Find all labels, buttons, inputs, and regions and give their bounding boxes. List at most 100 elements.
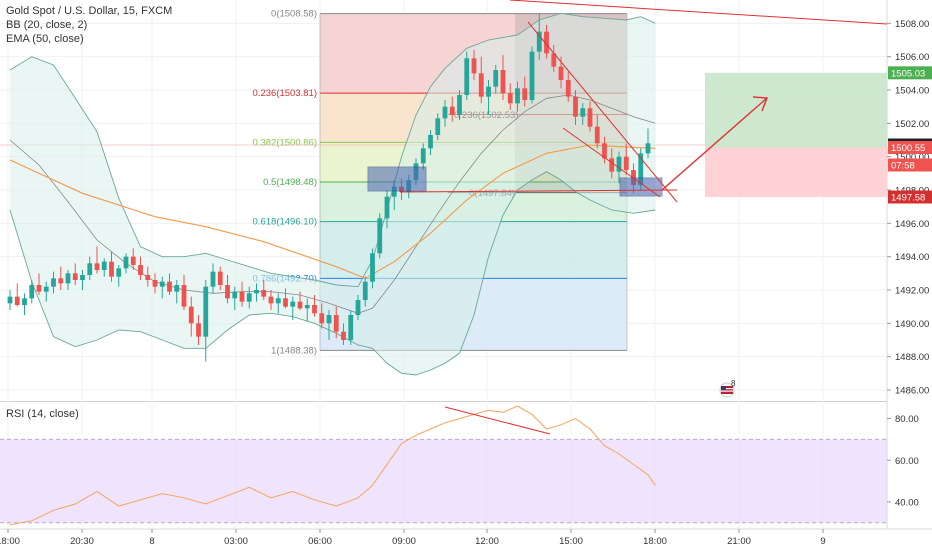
- candle[interactable]: [515, 81, 520, 112]
- candle[interactable]: [507, 83, 513, 110]
- candle[interactable]: [304, 298, 310, 322]
- candle[interactable]: [210, 263, 216, 294]
- candle[interactable]: [471, 50, 477, 80]
- rsi-legend[interactable]: RSI (14, close): [6, 408, 79, 420]
- candle[interactable]: [594, 115, 600, 149]
- candle[interactable]: [319, 303, 325, 329]
- candle[interactable]: [580, 103, 586, 125]
- candle[interactable]: [29, 280, 35, 304]
- candle[interactable]: [159, 276, 165, 299]
- candle[interactable]: [123, 253, 129, 274]
- candle[interactable]: [623, 143, 629, 175]
- candle[interactable]: [449, 96, 455, 122]
- candle[interactable]: [551, 45, 557, 72]
- candle[interactable]: [72, 263, 78, 285]
- candle[interactable]: [283, 288, 288, 309]
- candle[interactable]: [370, 248, 375, 289]
- candle[interactable]: [602, 136, 607, 164]
- candle[interactable]: [493, 65, 499, 94]
- candle-body: [449, 106, 455, 115]
- drawings-front[interactable]: [367, 0, 888, 203]
- candle[interactable]: [587, 101, 593, 132]
- candle[interactable]: [573, 90, 578, 125]
- candle[interactable]: [174, 280, 180, 304]
- candle[interactable]: [486, 80, 491, 115]
- candle[interactable]: [94, 246, 100, 274]
- candle[interactable]: [254, 283, 259, 302]
- candle[interactable]: [442, 100, 448, 127]
- candle[interactable]: [645, 128, 651, 159]
- candle[interactable]: [14, 283, 20, 307]
- candle[interactable]: [138, 256, 143, 280]
- candle[interactable]: [565, 71, 571, 102]
- candle[interactable]: [239, 281, 245, 307]
- candle[interactable]: [232, 286, 238, 310]
- candle[interactable]: [348, 310, 354, 345]
- candle-body: [551, 53, 557, 67]
- price-tick-label: 1496.00: [895, 219, 929, 230]
- symbol-legend[interactable]: Gold Spot / U.S. Dollar, 15, FXCM: [6, 5, 172, 17]
- candle[interactable]: [36, 273, 42, 295]
- candle[interactable]: [478, 56, 484, 104]
- candle[interactable]: [196, 315, 201, 345]
- candle[interactable]: [167, 273, 172, 295]
- candle[interactable]: [275, 293, 281, 314]
- candle[interactable]: [464, 51, 470, 100]
- candle[interactable]: [290, 296, 296, 320]
- candle[interactable]: [435, 113, 441, 140]
- candle[interactable]: [457, 90, 462, 120]
- candle[interactable]: [51, 271, 56, 294]
- candle[interactable]: [65, 270, 71, 290]
- price-scale[interactable]: [887, 0, 932, 550]
- trendline-base: [399, 189, 678, 193]
- candle[interactable]: [109, 251, 114, 282]
- candle[interactable]: [188, 296, 194, 337]
- candle[interactable]: [87, 256, 93, 280]
- candle[interactable]: [355, 295, 361, 320]
- candle-body: [94, 263, 100, 270]
- candle[interactable]: [152, 273, 158, 294]
- candle[interactable]: [203, 280, 209, 362]
- candle[interactable]: [609, 148, 615, 179]
- candle[interactable]: [7, 290, 13, 310]
- candle[interactable]: [268, 290, 274, 310]
- candle[interactable]: [217, 266, 223, 290]
- candle[interactable]: [246, 286, 252, 309]
- candle[interactable]: [529, 46, 535, 104]
- candle[interactable]: [362, 276, 368, 307]
- candle-body: [275, 298, 281, 304]
- bb-legend[interactable]: BB (20, close, 2): [6, 19, 87, 31]
- candle[interactable]: [80, 270, 85, 290]
- candle-body: [7, 296, 13, 304]
- candle[interactable]: [536, 13, 542, 60]
- candle[interactable]: [341, 323, 346, 345]
- candle[interactable]: [101, 258, 107, 277]
- candle[interactable]: [522, 76, 528, 107]
- candle[interactable]: [544, 25, 549, 59]
- price-badge-label: 1500.55: [891, 143, 925, 154]
- candle[interactable]: [225, 275, 230, 304]
- candle[interactable]: [58, 266, 64, 290]
- candle[interactable]: [377, 213, 383, 259]
- candle[interactable]: [333, 306, 339, 339]
- candle[interactable]: [116, 265, 122, 287]
- candle[interactable]: [384, 190, 390, 229]
- candle-body: [507, 93, 513, 104]
- candle[interactable]: [145, 266, 151, 287]
- candle[interactable]: [420, 143, 426, 170]
- candle[interactable]: [43, 281, 49, 302]
- candle[interactable]: [326, 310, 332, 340]
- candle[interactable]: [22, 293, 27, 315]
- candle[interactable]: [312, 295, 317, 317]
- candle-body: [362, 281, 368, 300]
- candle[interactable]: [428, 130, 433, 155]
- candles[interactable]: [7, 13, 651, 362]
- us-flag-icon[interactable]: 8: [719, 379, 736, 398]
- candle[interactable]: [297, 291, 303, 310]
- candle[interactable]: [261, 280, 267, 300]
- candle[interactable]: [181, 275, 187, 310]
- ema-legend[interactable]: EMA (50, close): [6, 33, 84, 45]
- candle[interactable]: [130, 248, 136, 270]
- candle[interactable]: [500, 55, 506, 100]
